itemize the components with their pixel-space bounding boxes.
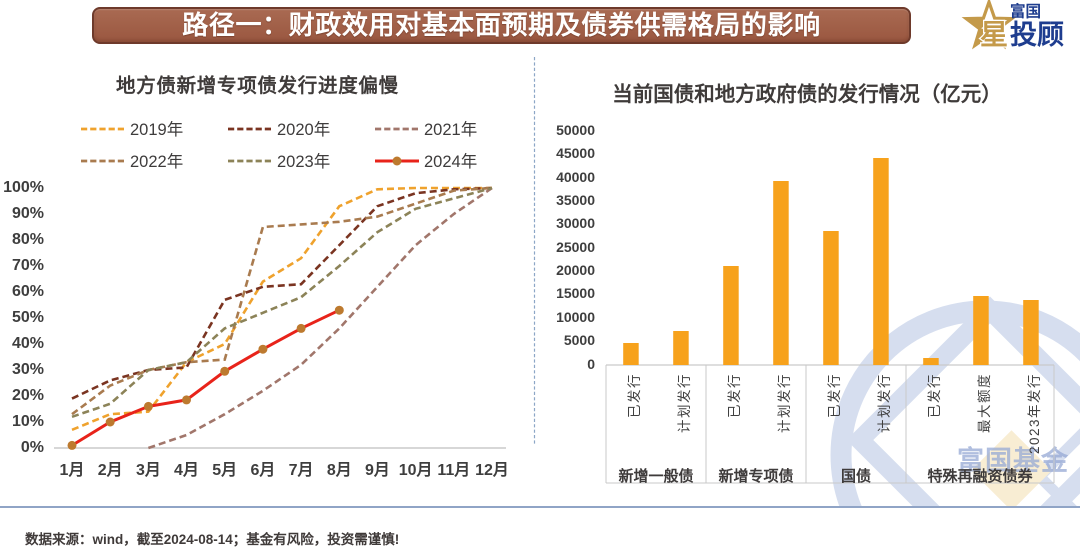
svg-text:2024年: 2024年 [424, 152, 477, 171]
svg-text:星: 星 [980, 19, 1008, 50]
svg-text:投顾: 投顾 [1010, 20, 1064, 50]
svg-text:2021年: 2021年 [424, 120, 477, 139]
svg-text:2020年: 2020年 [277, 120, 330, 139]
svg-text:富国基金: 富国基金 [957, 445, 1069, 476]
svg-text:2023年: 2023年 [277, 152, 330, 171]
svg-text:2022年: 2022年 [130, 152, 183, 171]
svg-text:2019年: 2019年 [130, 120, 183, 139]
svg-text:富国: 富国 [1010, 2, 1041, 21]
